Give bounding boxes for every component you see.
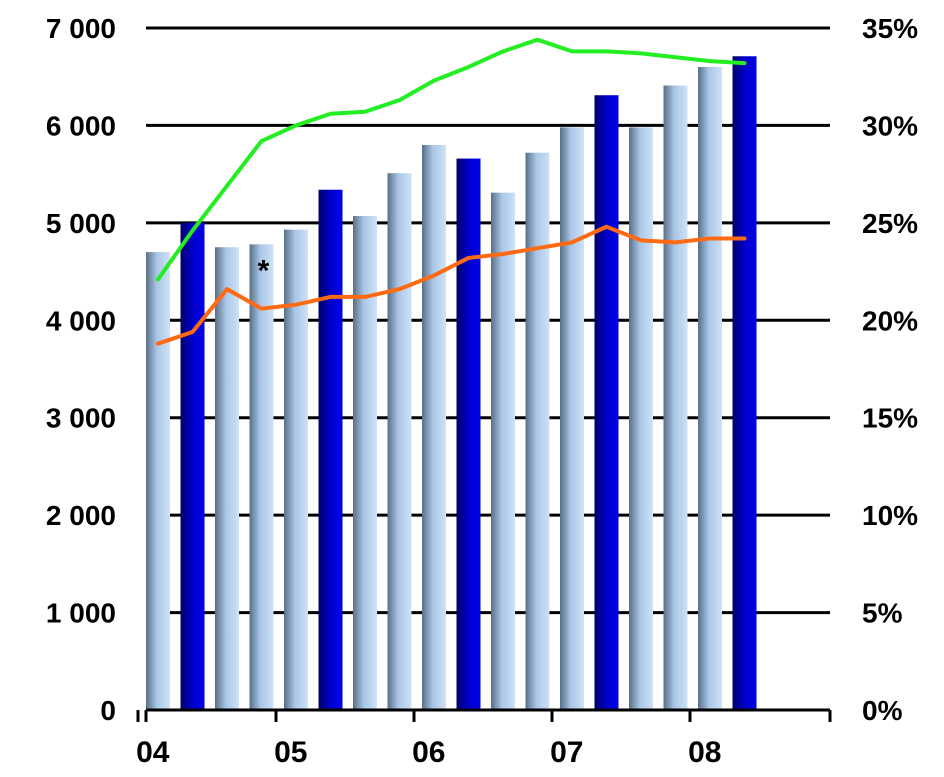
right-tick-label: 35% <box>862 13 918 44</box>
left-tick-label: 2 000 <box>46 500 116 531</box>
bar-highlight <box>318 189 343 710</box>
bar-highlight <box>456 158 481 710</box>
x-tick-label: 07 <box>550 736 583 769</box>
bar <box>249 244 274 710</box>
bar-highlight <box>180 222 205 710</box>
series-lines <box>156 37 747 346</box>
left-tick-label: 6 000 <box>46 110 116 141</box>
left-tick-label: 3 000 <box>46 403 116 434</box>
bar <box>525 152 550 711</box>
right-tick-label: 10% <box>862 500 918 531</box>
green-series-line <box>156 37 747 282</box>
bar <box>663 85 688 711</box>
x-tick-label: 04 <box>136 736 170 769</box>
bar <box>215 247 239 710</box>
bar <box>560 127 584 711</box>
right-tick-label: 5% <box>862 598 903 629</box>
left-tick-label: 4 000 <box>46 305 116 336</box>
right-tick-label: 25% <box>862 208 918 239</box>
bar <box>422 144 446 710</box>
tick-labels: 0 1 000 2 000 3 000 4 000 5 000 6 000 7 000 0% 5%… <box>46 13 918 769</box>
left-tick-label: 5 000 <box>46 208 116 239</box>
right-tick-label: 20% <box>862 305 918 336</box>
left-tick-label: 1 000 <box>46 598 116 629</box>
x-tick-label: 06 <box>412 736 445 769</box>
bar <box>491 192 515 710</box>
x-tick-label: 05 <box>274 736 307 769</box>
right-tick-label: 0% <box>862 695 903 726</box>
right-tick-label: 30% <box>862 110 918 141</box>
orange-series-line <box>156 224 747 346</box>
bar <box>629 127 653 711</box>
bar-highlight <box>594 95 619 711</box>
bar <box>698 66 722 710</box>
asterisk-annotation: * <box>258 254 270 287</box>
bar <box>284 229 308 711</box>
x-tick-label: 08 <box>688 736 721 769</box>
bar-highlight <box>732 56 757 711</box>
bars <box>146 56 757 711</box>
right-tick-label: 15% <box>862 403 918 434</box>
bar <box>387 173 412 710</box>
left-tick-label: 7 000 <box>46 13 116 44</box>
bar <box>146 252 170 711</box>
gridlines <box>146 26 830 615</box>
bar <box>353 216 377 710</box>
axes <box>136 708 832 722</box>
left-tick-label: 0 <box>100 695 116 726</box>
